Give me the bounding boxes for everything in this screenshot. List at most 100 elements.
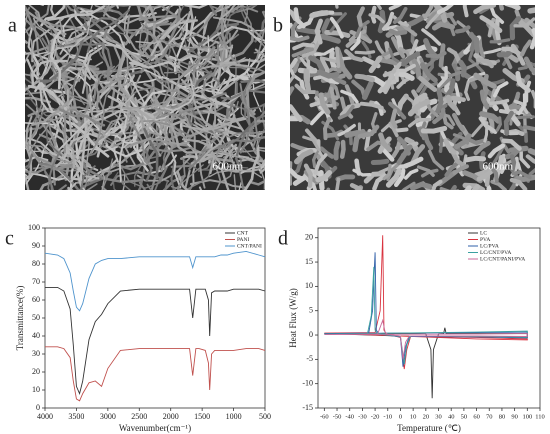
fiber — [509, 16, 522, 41]
fiber — [416, 165, 435, 177]
fiber — [483, 47, 502, 55]
fiber — [476, 57, 494, 69]
plot-frame — [317, 227, 541, 409]
x-tick-label: 20 — [423, 413, 430, 420]
fiber — [314, 18, 323, 45]
fiber — [388, 101, 407, 120]
sem-texture — [25, 5, 265, 190]
fiber — [101, 28, 110, 82]
fiber — [177, 158, 186, 190]
fiber — [318, 92, 331, 115]
x-tick-label: 3000 — [100, 412, 116, 421]
y-tick-label: 20 — [305, 233, 313, 242]
fiber — [25, 103, 59, 155]
fiber — [423, 5, 434, 20]
fiber — [71, 5, 102, 22]
fiber — [150, 18, 190, 62]
fiber — [253, 50, 265, 54]
fiber — [98, 105, 123, 146]
fiber — [527, 148, 535, 156]
fiber — [479, 15, 503, 33]
fiber — [138, 7, 148, 56]
fiber — [443, 11, 457, 26]
x-tick-label: 40 — [448, 413, 455, 420]
fiber — [422, 128, 434, 151]
fiber — [391, 139, 402, 159]
fiber — [65, 182, 77, 190]
fiber — [490, 179, 507, 190]
fiber — [188, 139, 235, 171]
series-line — [44, 250, 266, 312]
fiber — [25, 153, 33, 169]
fiber — [87, 80, 107, 139]
fiber — [386, 162, 400, 182]
fiber — [98, 6, 152, 25]
fiber — [200, 90, 222, 146]
fiber — [158, 5, 183, 21]
fiber — [424, 11, 442, 30]
x-tick-label: 3500 — [68, 412, 84, 421]
fiber — [25, 162, 75, 174]
sem-image — [290, 5, 535, 190]
fiber — [199, 114, 236, 162]
fiber — [473, 165, 496, 178]
fiber — [515, 70, 531, 93]
fiber — [388, 5, 403, 11]
fiber — [91, 70, 116, 108]
fiber — [418, 75, 438, 92]
fiber — [370, 158, 390, 165]
fiber — [313, 153, 328, 175]
x-tick-label: 4000 — [37, 412, 53, 421]
fiber — [70, 117, 87, 183]
x-tick-label: -10 — [383, 413, 392, 420]
fiber — [464, 155, 487, 163]
y-tick-label: 90 — [32, 241, 40, 250]
fiber — [243, 103, 265, 111]
fiber — [84, 65, 116, 114]
fiber — [165, 78, 195, 112]
fiber — [513, 17, 535, 28]
fiber — [121, 67, 170, 80]
x-tick-label: -20 — [371, 413, 380, 420]
fiber — [308, 55, 325, 73]
fiber — [38, 81, 74, 128]
fiber — [525, 154, 535, 164]
fiber — [86, 183, 98, 190]
fiber — [396, 93, 409, 113]
fiber — [112, 172, 119, 190]
fiber — [431, 179, 443, 190]
fiber — [329, 12, 347, 33]
fiber — [252, 149, 265, 166]
fiber — [491, 146, 505, 166]
fiber — [444, 159, 461, 178]
fiber — [183, 98, 234, 123]
y-tick-label: -5 — [306, 354, 313, 363]
fiber — [151, 80, 184, 122]
fiber — [483, 121, 489, 143]
fiber — [125, 137, 174, 149]
legend-label: LC/PVA — [480, 243, 499, 249]
series-line — [324, 318, 528, 360]
fiber — [243, 144, 260, 190]
fiber — [529, 27, 535, 50]
x-tick-label: -50 — [333, 413, 342, 420]
fiber — [117, 106, 189, 128]
fiber — [515, 115, 535, 120]
fiber — [86, 93, 135, 113]
fiber — [86, 110, 129, 131]
series-line — [324, 235, 528, 370]
fiber — [107, 115, 157, 151]
y-tick-label: 40 — [32, 331, 40, 340]
fiber — [25, 96, 51, 104]
fiber — [501, 138, 522, 151]
fiber — [388, 28, 408, 36]
fiber — [135, 5, 169, 37]
x-tick-label: 60 — [473, 413, 480, 420]
x-tick-label: 30 — [435, 413, 442, 420]
fiber — [354, 73, 375, 83]
fiber — [193, 117, 247, 131]
fiber — [532, 149, 535, 156]
fiber — [220, 5, 227, 30]
fiber — [259, 167, 265, 174]
fiber — [50, 30, 62, 90]
